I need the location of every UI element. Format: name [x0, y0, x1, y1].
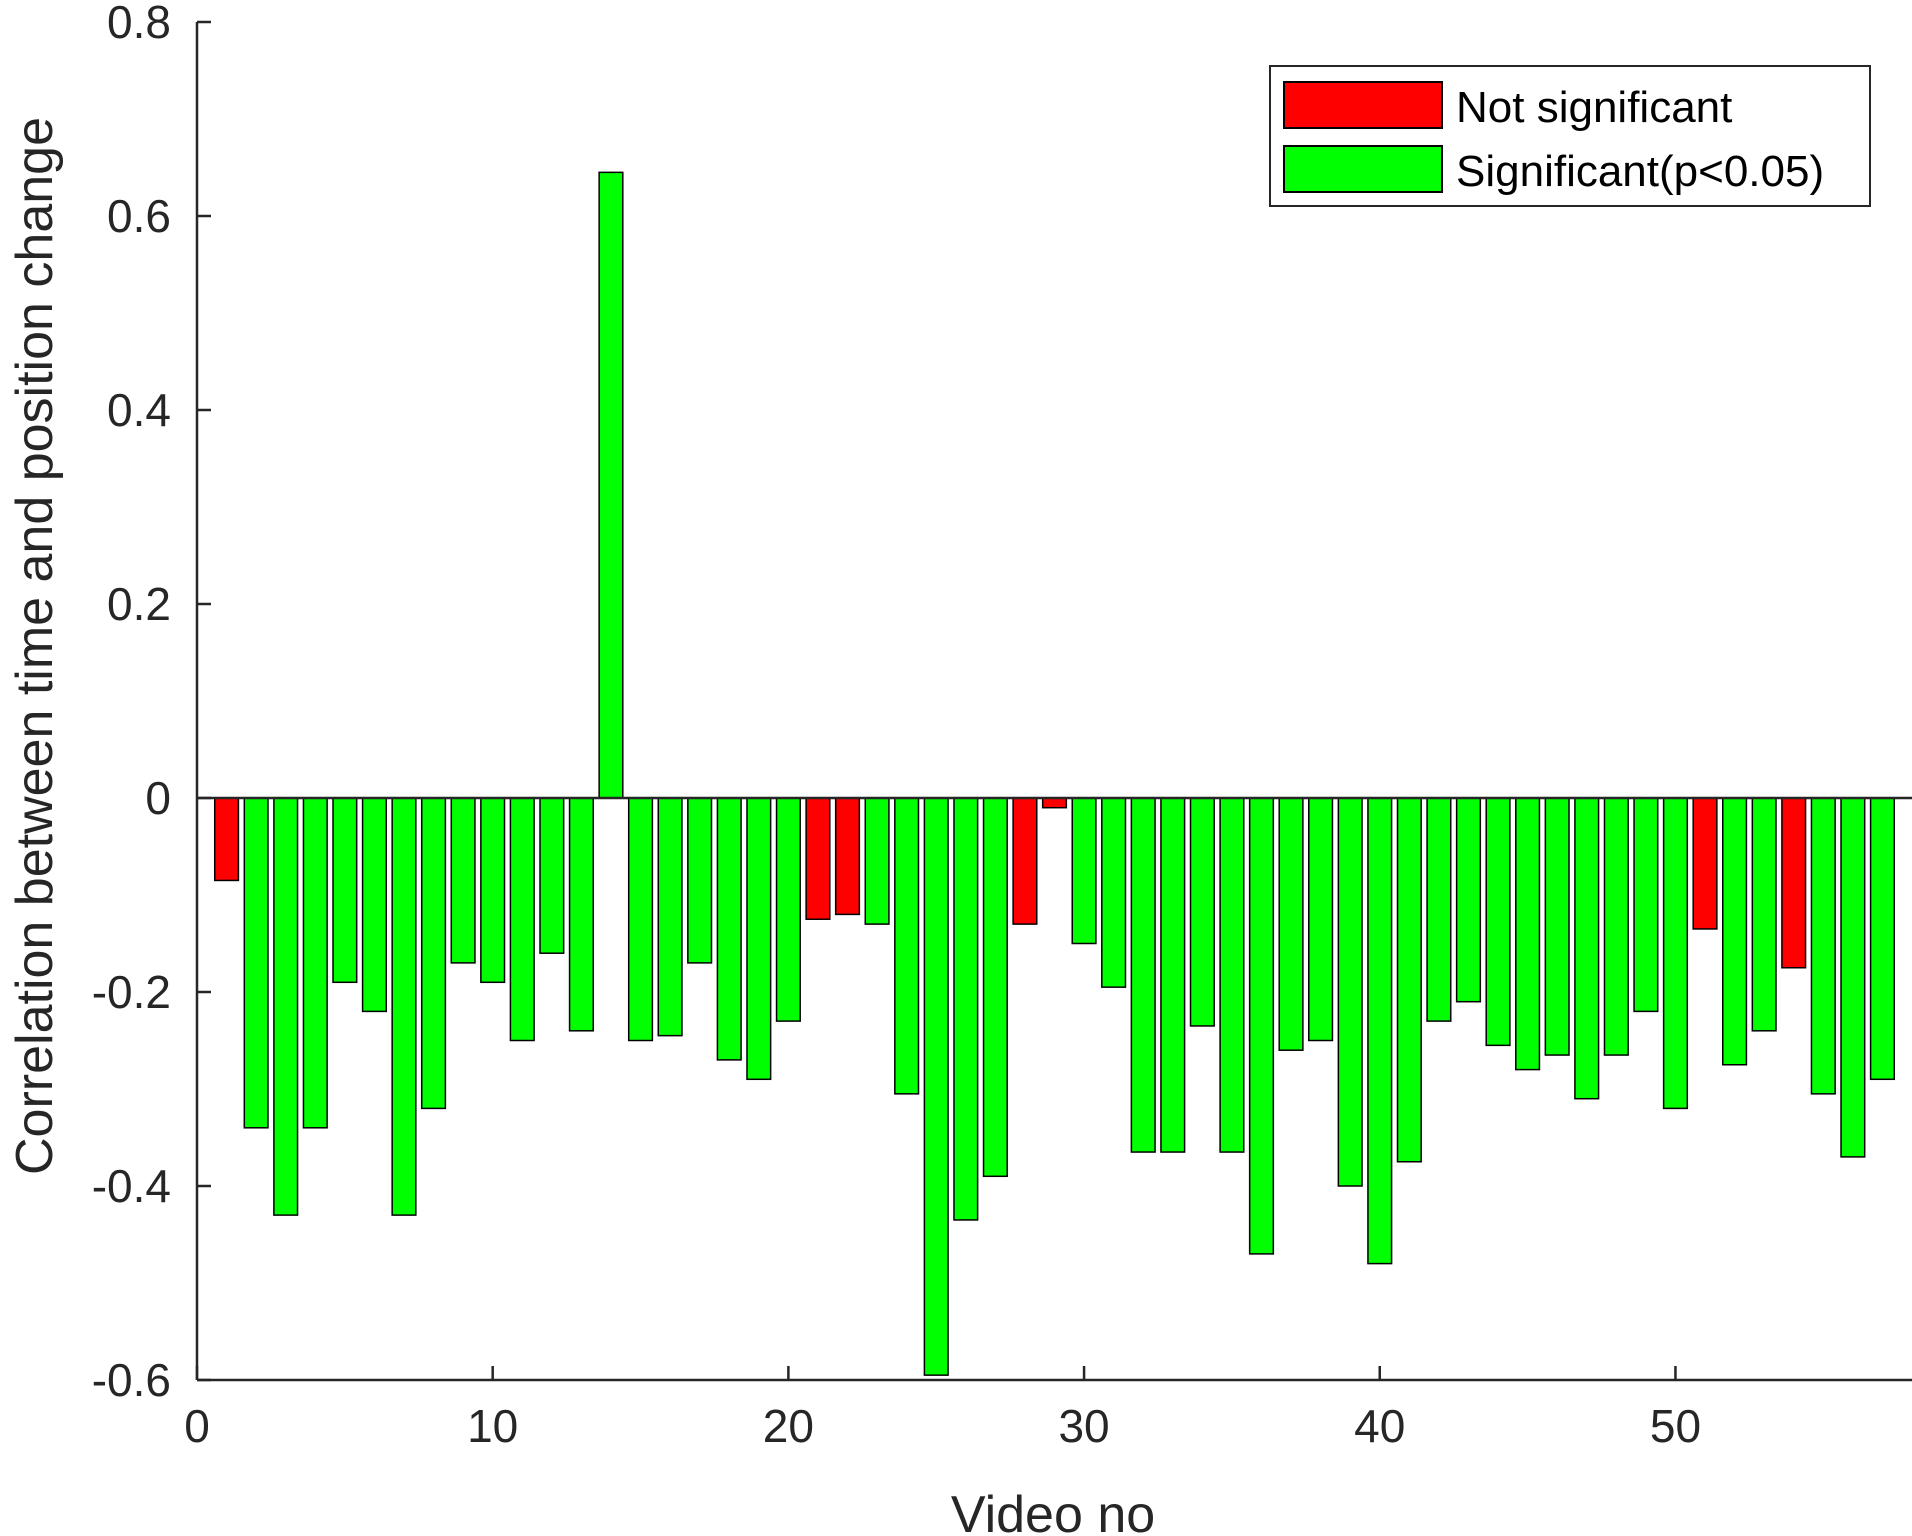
bar-video-25: [923, 797, 949, 1376]
x-ticks-group: 0 10 20 30 40 50: [184, 1366, 1701, 1452]
bar-video-37: [1278, 797, 1304, 1051]
bar-video-47: [1574, 797, 1600, 1100]
y-ticks-group: -0.6 -0.4 -0.2 0 0.2 0.4 0.6 0.8: [92, 0, 211, 1406]
bar-video-16: [657, 797, 683, 1037]
bar-video-17: [687, 797, 713, 964]
bar-video-38: [1308, 797, 1334, 1042]
bar-video-26: [953, 797, 979, 1221]
legend-label-significant: Significant(p<0.05): [1456, 147, 1824, 196]
bar-video-42: [1426, 797, 1452, 1022]
bar-video-33: [1160, 797, 1186, 1153]
x-tick-label-30: 30: [1058, 1400, 1109, 1452]
bar-video-6: [361, 797, 387, 1013]
y-tick-label-1: -0.4: [92, 1160, 171, 1212]
x-axis-title: Video no: [951, 1486, 1155, 1536]
bar-video-44: [1485, 797, 1511, 1047]
x-tick-label-10: 10: [467, 1400, 518, 1452]
bar-video-5: [332, 797, 358, 984]
bar-video-23: [864, 797, 890, 925]
bar-video-48: [1603, 797, 1629, 1056]
bar-video-35: [1219, 797, 1245, 1153]
axes-group: [195, 22, 1912, 1382]
bar-video-54: [1781, 797, 1807, 969]
legend-swatch-significant: [1283, 145, 1443, 193]
bar-video-46: [1544, 797, 1570, 1056]
bar-video-41: [1396, 797, 1422, 1163]
bar-video-27: [982, 797, 1008, 1178]
bar-video-20: [775, 797, 801, 1022]
bar-video-3: [273, 797, 299, 1216]
legend-label-not-significant: Not significant: [1456, 83, 1732, 132]
bar-video-43: [1455, 797, 1482, 1003]
bar-video-13: [568, 797, 594, 1032]
bar-video-52: [1722, 797, 1748, 1066]
bar-video-53: [1751, 797, 1777, 1032]
x-tick-label-20: 20: [763, 1400, 814, 1452]
bar-video-12: [539, 797, 565, 954]
bar-video-9: [450, 797, 476, 964]
bar-video-11: [509, 797, 535, 1042]
bar-video-19: [746, 797, 772, 1081]
x-tick-label-40: 40: [1354, 1400, 1405, 1452]
y-tick-label-4: 0.2: [107, 578, 171, 630]
bar-video-21: [805, 797, 831, 920]
bar-video-14: [598, 171, 624, 799]
bar-video-29: [1041, 797, 1068, 809]
y-tick-label-5: 0.4: [107, 384, 171, 436]
bars-group: [213, 171, 1896, 1376]
bar-video-45: [1515, 797, 1541, 1071]
bar-video-40: [1367, 797, 1393, 1265]
y-tick-label-2: -0.2: [92, 966, 171, 1018]
bar-video-2: [243, 797, 269, 1129]
bar-video-34: [1189, 797, 1215, 1027]
y-tick-label-6: 0.6: [107, 190, 171, 242]
bar-video-51: [1692, 797, 1718, 930]
bar-video-4: [302, 797, 328, 1129]
bar-video-50: [1662, 797, 1689, 1110]
x-tick-label-0: 0: [184, 1400, 210, 1452]
bar-video-39: [1337, 797, 1363, 1187]
bar-video-22: [834, 797, 861, 916]
legend: Not significant Significant(p<0.05): [1269, 65, 1871, 207]
bar-video-7: [391, 797, 417, 1216]
bar-video-28: [1012, 797, 1038, 925]
y-tick-label-7: 0.8: [107, 0, 171, 48]
y-tick-label-3: 0: [145, 772, 171, 824]
bar-video-49: [1633, 797, 1659, 1013]
bar-video-10: [480, 797, 506, 984]
bar-video-24: [894, 797, 920, 1095]
bar-video-32: [1130, 797, 1156, 1153]
bar-video-15: [627, 797, 654, 1042]
y-axis-title: Correlation between time and position ch…: [6, 117, 64, 1175]
bar-video-56: [1840, 797, 1866, 1158]
bar-video-30: [1071, 797, 1097, 945]
legend-swatch-not-significant: [1283, 81, 1443, 129]
bar-video-57: [1869, 797, 1896, 1081]
x-tick-label-50: 50: [1650, 1400, 1701, 1452]
bar-video-18: [716, 797, 742, 1061]
y-tick-label-0: -0.6: [92, 1354, 171, 1406]
bar-video-8: [420, 797, 447, 1110]
bar-video-31: [1101, 797, 1127, 988]
bar-video-55: [1810, 797, 1836, 1095]
bar-video-36: [1248, 797, 1275, 1255]
bar-video-1: [213, 797, 240, 882]
